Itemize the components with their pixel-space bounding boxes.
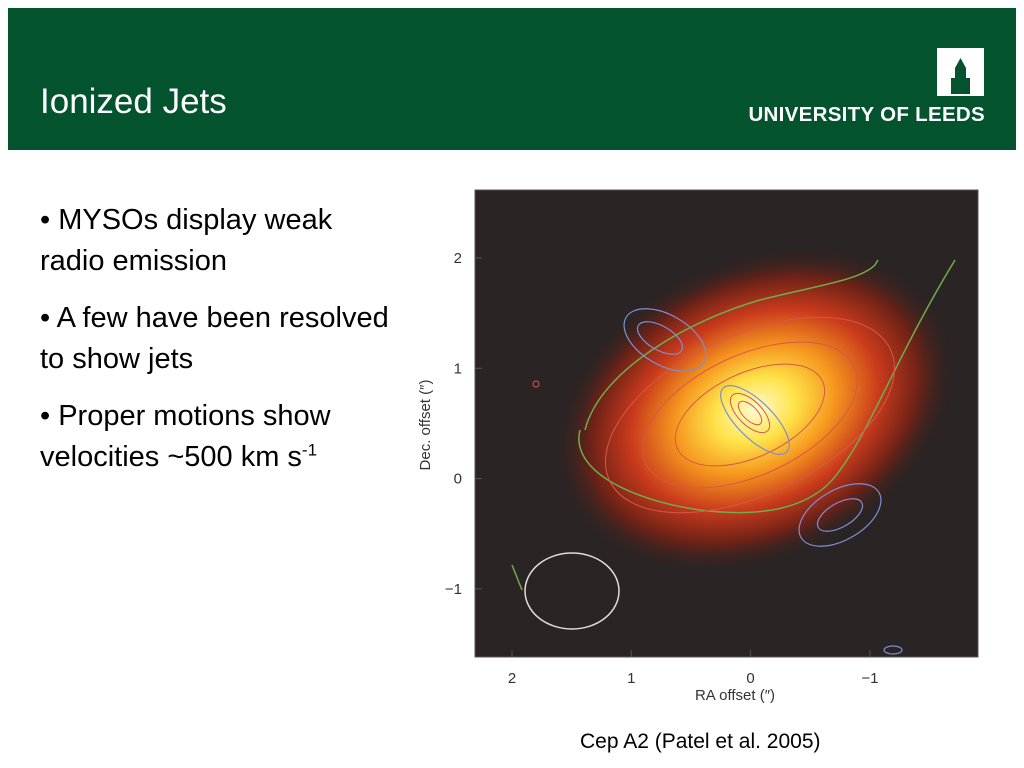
bullet: • MYSOs display weak radio emission	[40, 204, 333, 277]
slide-title: Ionized Jets	[40, 82, 227, 121]
heatmap	[554, 247, 956, 573]
axis-ticks: 2 1 0 −1 2 1 0 −1	[445, 250, 879, 687]
bullet: • A few have been resolved to show jets	[40, 302, 389, 375]
logo-crest	[937, 48, 984, 96]
figure: RA offset (″) Dec. offset (″) 2 1 0 −1 2 1 0 −1	[417, 189, 979, 704]
blue-contours	[623, 308, 903, 655]
y-tick-label: 2	[454, 250, 462, 267]
institution-name: UNIVERSITY OF LEEDS	[748, 103, 985, 126]
y-tick-label: 0	[454, 471, 462, 488]
x-tick-label: 1	[627, 670, 635, 687]
beam	[524, 552, 620, 630]
header-bar: Ionized Jets UNIVERSITY OF LEEDS	[8, 8, 1016, 150]
y-tick-label: 1	[454, 360, 462, 377]
bullet-text: • Proper motions show velocities ~500 km…	[40, 400, 331, 473]
plot-frame	[474, 189, 979, 658]
bullet-list: • MYSOs display weak radio emission • A …	[40, 200, 400, 494]
y-tick-label: −1	[445, 581, 462, 598]
x-axis-label: RA offset (″)	[695, 687, 775, 704]
red-contours	[532, 316, 895, 514]
x-tick-label: 2	[508, 670, 516, 687]
figure-caption: Cep A2 (Patel et al. 2005)	[580, 730, 821, 753]
bullet: • Proper motions show velocities ~500 km…	[40, 396, 400, 478]
y-axis-label: Dec. offset (″)	[417, 380, 434, 471]
x-tick-label: −1	[861, 670, 878, 687]
x-tick-label: 0	[746, 670, 754, 687]
crest-icon	[951, 58, 970, 94]
superscript: -1	[301, 440, 318, 460]
